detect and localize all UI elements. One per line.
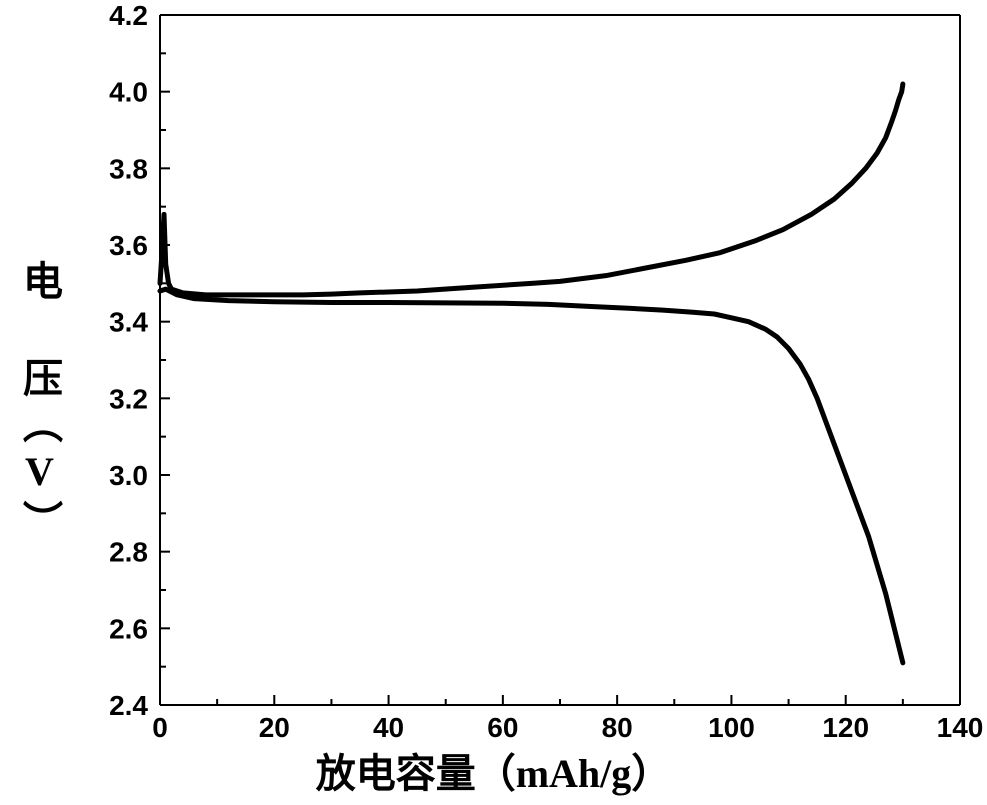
chart-svg: 0 20 40 60 80 100 120 140 2.4 2.6 2.8 3.0 3.2 3.4 3.6 3… [0, 0, 987, 805]
svg-text:3.0: 3.0 [109, 460, 148, 491]
svg-text:20: 20 [259, 712, 290, 743]
svg-text:2.6: 2.6 [109, 613, 148, 644]
svg-text:2.4: 2.4 [109, 690, 148, 721]
svg-text:140: 140 [937, 712, 984, 743]
svg-text:3.8: 3.8 [109, 153, 148, 184]
x-axis-label: 放电容量（mAh/g） [316, 741, 672, 799]
svg-text:4.0: 4.0 [109, 77, 148, 108]
svg-text:3.2: 3.2 [109, 383, 148, 414]
chart-container: 0 20 40 60 80 100 120 140 2.4 2.6 2.8 3.0 3.2 3.4 3.6 3… [0, 0, 987, 805]
svg-text:60: 60 [487, 712, 518, 743]
svg-text:3.6: 3.6 [109, 230, 148, 261]
svg-text:40: 40 [373, 712, 404, 743]
svg-text:100: 100 [708, 712, 755, 743]
svg-text:120: 120 [822, 712, 869, 743]
svg-text:80: 80 [602, 712, 633, 743]
svg-text:3.4: 3.4 [109, 307, 148, 338]
svg-text:2.8: 2.8 [109, 537, 148, 568]
svg-text:4.2: 4.2 [109, 0, 148, 31]
svg-text:0: 0 [152, 712, 168, 743]
y-axis-label: 电 压（V） [10, 260, 68, 546]
